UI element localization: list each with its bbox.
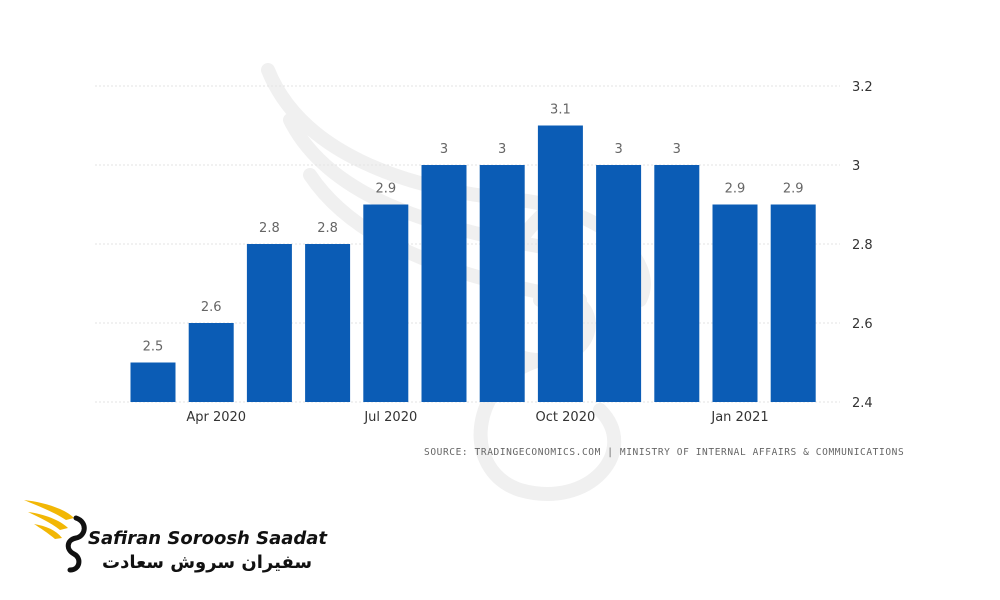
y-tick-label: 3.2: [852, 80, 873, 95]
y-tick-label: 2.8: [852, 238, 873, 253]
bar: [770, 204, 816, 402]
x-tick-label: Oct 2020: [536, 410, 596, 425]
bar: [654, 165, 700, 402]
data-label: 3: [614, 142, 622, 157]
data-label: 2.9: [725, 182, 746, 197]
x-axis: Apr 2020 Jul 2020 Oct 2020 Jan 2021: [186, 410, 768, 425]
y-tick-label: 3: [852, 159, 860, 174]
bar: [479, 165, 525, 402]
source-note: SOURCE: TRADINGECONOMICS.COM | MINISTRY …: [424, 447, 904, 458]
bar: [712, 204, 758, 402]
bar: [305, 244, 351, 402]
brand-name-persian: سفیران سروش سعادت: [102, 552, 313, 573]
x-tick-label: Jan 2021: [710, 410, 768, 425]
y-axis: 2.4 2.6 2.8 3 3.2: [852, 80, 873, 411]
bar: [537, 125, 583, 402]
x-tick-label: Jul 2020: [363, 410, 417, 425]
bars: [130, 125, 816, 402]
data-label: 3: [498, 142, 506, 157]
data-label: 2.9: [783, 182, 804, 197]
data-label: 2.6: [201, 300, 222, 315]
y-tick-label: 2.4: [852, 396, 873, 411]
data-label: 3: [673, 142, 681, 157]
y-tick-label: 2.6: [852, 317, 873, 332]
bar: [421, 165, 467, 402]
data-label: 2.8: [259, 221, 280, 236]
data-label: 2.8: [317, 221, 338, 236]
bar: [596, 165, 642, 402]
bar: [363, 204, 409, 402]
brand-logo: Safiran Soroosh Saadat سفیران سروش سعادت: [22, 492, 327, 582]
data-label: 2.5: [143, 340, 164, 355]
bar: [246, 244, 292, 402]
bar: [130, 362, 176, 402]
phoenix-wing-icon: [24, 500, 87, 573]
data-labels: 2.5 2.6 2.8 2.8 2.9 3 3 3.1 3 3 2.9 2.9: [143, 103, 804, 355]
data-label: 3: [440, 142, 448, 157]
brand-name-english: Safiran Soroosh Saadat: [88, 528, 328, 549]
bar: [188, 323, 234, 402]
x-tick-label: Apr 2020: [186, 410, 246, 425]
data-label: 3.1: [550, 103, 571, 118]
data-label: 2.9: [375, 182, 396, 197]
